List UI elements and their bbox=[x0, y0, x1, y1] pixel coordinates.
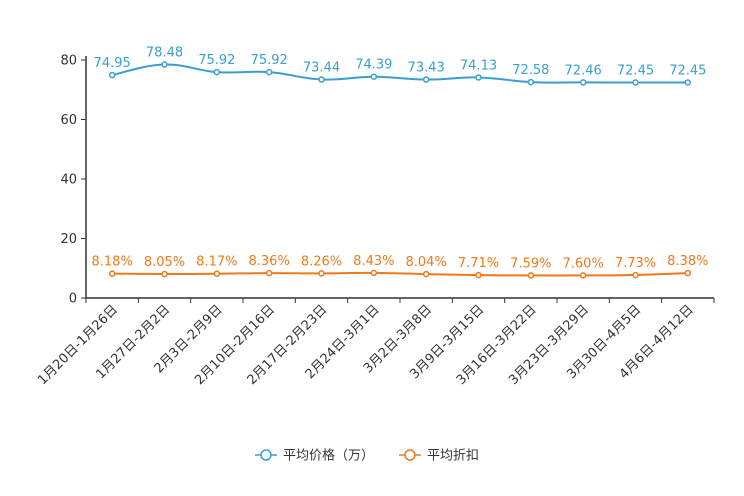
series: 74.95 78.48 75.92 75.92 73.44 74.39 73.43 74.13… bbox=[92, 46, 708, 279]
legend-label: 平均折扣 bbox=[427, 449, 479, 464]
data-point[interactable] bbox=[579, 272, 587, 279]
legend-marker-icon bbox=[404, 449, 416, 461]
data-label: 74.13 bbox=[460, 58, 497, 73]
legend-marker-icon bbox=[260, 449, 272, 461]
legend-item-1[interactable]: 平均价格（万） bbox=[255, 448, 374, 464]
y-tick-label: 20 bbox=[60, 232, 77, 247]
data-label: 8.04% bbox=[406, 255, 447, 270]
data-point[interactable] bbox=[161, 61, 168, 68]
data-label: 75.92 bbox=[251, 53, 288, 68]
y-tick-label: 60 bbox=[60, 113, 77, 128]
data-point[interactable] bbox=[318, 76, 325, 83]
data-label: 8.38% bbox=[667, 254, 708, 269]
data-label: 8.26% bbox=[301, 254, 342, 269]
data-point[interactable] bbox=[265, 68, 273, 76]
series-line bbox=[112, 271, 688, 277]
y-tick-label: 0 bbox=[69, 292, 77, 307]
legend-item-2[interactable]: 平均折扣 bbox=[399, 449, 479, 464]
data-label: 72.45 bbox=[669, 63, 706, 78]
data-point[interactable] bbox=[632, 271, 639, 279]
data-point[interactable] bbox=[527, 272, 535, 279]
data-point[interactable] bbox=[108, 71, 116, 79]
data-point[interactable] bbox=[422, 270, 430, 278]
data-point[interactable] bbox=[213, 68, 221, 76]
data-point[interactable] bbox=[318, 270, 325, 277]
data-label: 7.73% bbox=[615, 256, 656, 271]
series-line bbox=[111, 63, 688, 84]
series-2: 8.18% 8.05% 8.17% 8.36% 8.26% 8.43% 8.04% 7.71%… bbox=[92, 254, 708, 279]
y-tick-label: 80 bbox=[60, 54, 77, 69]
data-label: 8.05% bbox=[144, 255, 185, 270]
data-label: 74.95 bbox=[94, 56, 131, 71]
data-label: 72.45 bbox=[617, 63, 654, 78]
data-label: 74.39 bbox=[355, 58, 392, 73]
axes: 0204060801月20日-1月26日1月27日-2月2日2月3日-2月9日2… bbox=[35, 54, 715, 388]
data-label: 73.44 bbox=[303, 61, 340, 76]
data-point[interactable] bbox=[527, 78, 535, 86]
data-point[interactable] bbox=[265, 269, 273, 277]
data-label: 7.59% bbox=[510, 256, 551, 271]
data-label: 78.48 bbox=[146, 46, 183, 61]
data-point[interactable] bbox=[684, 79, 692, 86]
data-point[interactable] bbox=[108, 270, 116, 277]
data-point[interactable] bbox=[684, 269, 692, 277]
data-label: 8.17% bbox=[196, 255, 237, 270]
legend-label: 平均价格（万） bbox=[283, 448, 374, 464]
data-point[interactable] bbox=[213, 270, 221, 277]
data-point[interactable] bbox=[161, 270, 168, 278]
data-label: 8.18% bbox=[92, 255, 133, 270]
data-point[interactable] bbox=[579, 79, 587, 86]
data-label: 75.92 bbox=[198, 53, 235, 68]
data-label: 7.60% bbox=[563, 256, 604, 271]
data-label: 8.43% bbox=[353, 254, 394, 269]
data-point[interactable] bbox=[422, 76, 430, 83]
data-label: 73.43 bbox=[408, 61, 445, 76]
data-label: 7.71% bbox=[458, 256, 499, 271]
y-tick-label: 40 bbox=[60, 173, 77, 188]
data-point[interactable] bbox=[632, 79, 639, 86]
data-point[interactable] bbox=[370, 269, 378, 277]
data-label: 72.58 bbox=[512, 63, 549, 78]
data-label: 8.36% bbox=[249, 254, 290, 269]
legend[interactable]: 平均价格（万） 平均折扣 bbox=[255, 448, 479, 464]
data-point[interactable] bbox=[370, 73, 378, 80]
data-point[interactable] bbox=[475, 74, 482, 81]
data-point[interactable] bbox=[475, 271, 482, 279]
series-1: 74.95 78.48 75.92 75.92 73.44 74.39 73.43 74.13… bbox=[94, 46, 706, 86]
data-label: 72.46 bbox=[565, 63, 602, 78]
